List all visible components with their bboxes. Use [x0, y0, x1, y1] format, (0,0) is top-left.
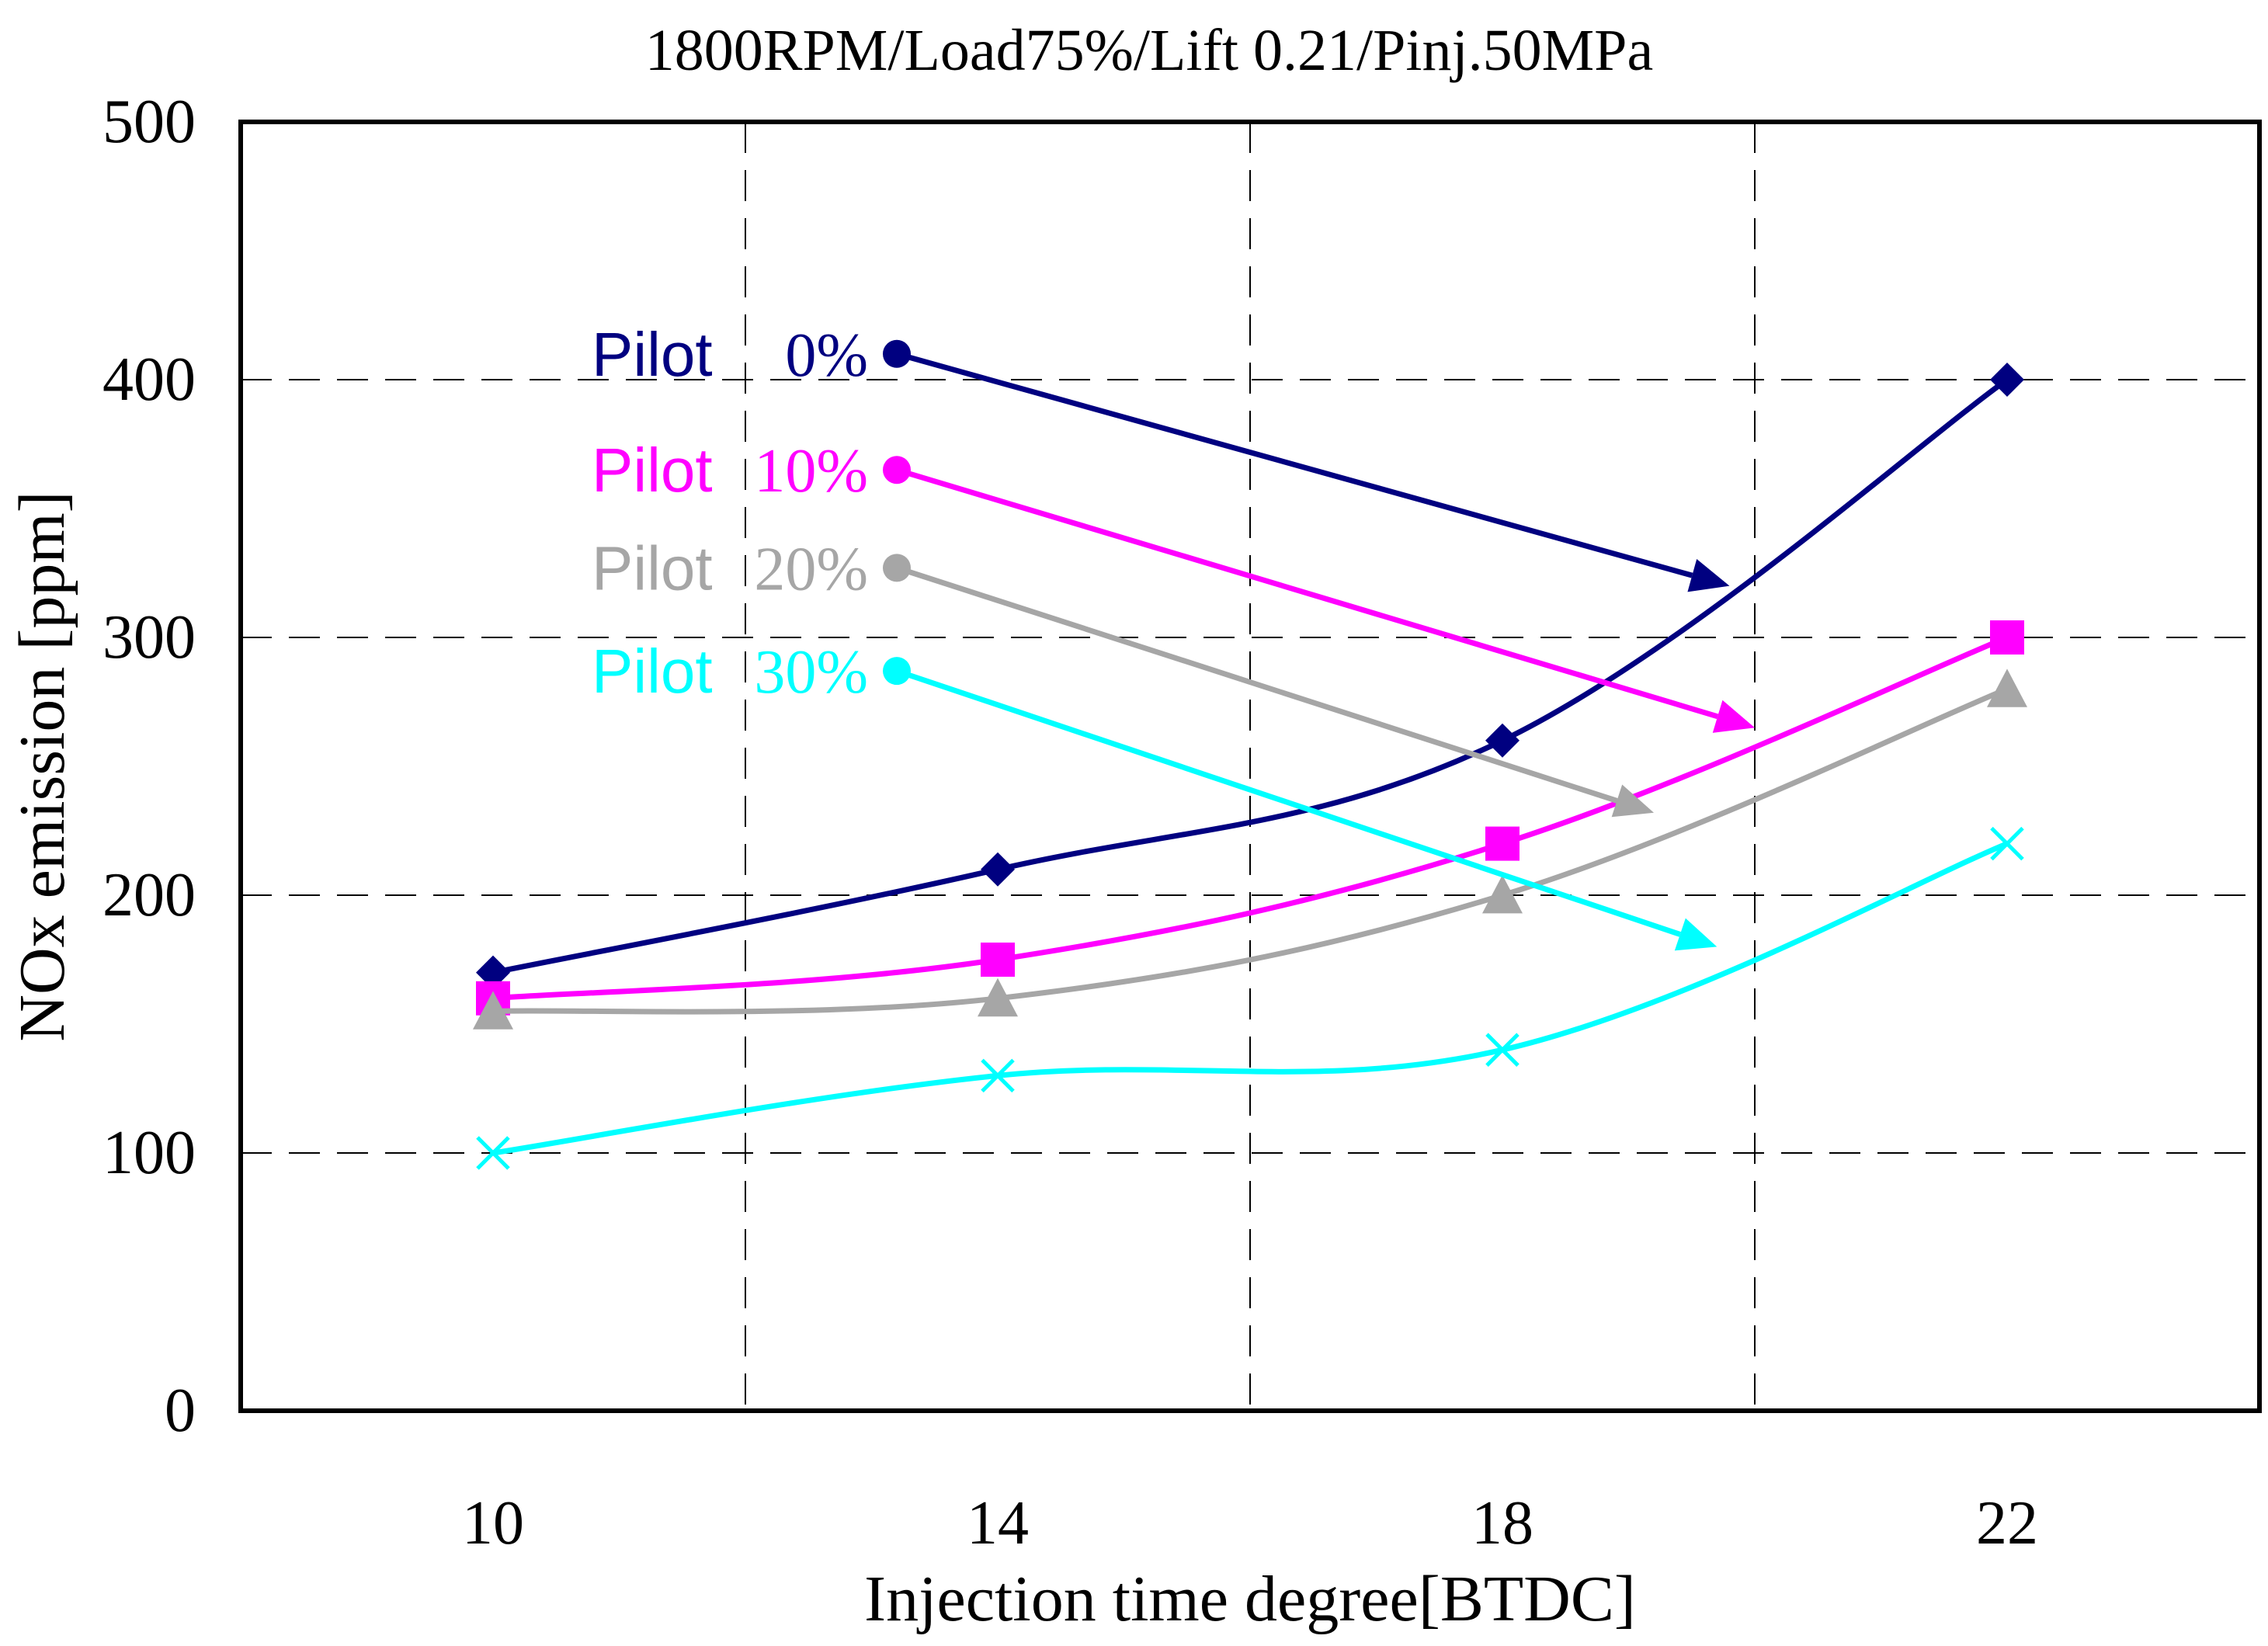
series-label-percent: 20%	[754, 535, 868, 603]
annotation-arrow	[895, 467, 1719, 720]
data-point	[1990, 620, 2024, 655]
data-point	[473, 991, 513, 1030]
x-axis-ticks: 10 14 18 22	[462, 1489, 2038, 1557]
data-point	[981, 943, 1015, 977]
data-point	[978, 978, 1018, 1017]
y-tick-label: 400	[102, 346, 196, 414]
series-line	[492, 841, 2009, 1156]
series-label-percent: 30%	[754, 638, 868, 707]
y-tick-label: 500	[102, 88, 196, 156]
arrow-head	[1674, 918, 1717, 951]
data-point	[1485, 723, 1520, 758]
arrow-start-dot	[883, 657, 911, 686]
data-point	[1990, 363, 2024, 397]
series-label-word: Pilot	[592, 533, 713, 602]
y-axis-ticks: 0 100 200 300 400 500	[102, 88, 196, 1445]
series-label-percent: 10%	[754, 437, 868, 505]
x-tick-label: 14	[967, 1489, 1029, 1557]
annotation-arrow	[895, 668, 1681, 937]
grid-lines	[241, 122, 2259, 1411]
x-tick-label: 22	[1976, 1489, 2038, 1557]
series-line	[492, 634, 2009, 1002]
arrow-start-dot	[883, 554, 911, 582]
annotation-arrow	[895, 565, 1618, 804]
data-point	[476, 955, 510, 990]
data-point	[1990, 826, 2024, 861]
series-labels: Pilot 0% Pilot 10% Pilot 20% Pilot 30%	[592, 320, 868, 707]
x-tick-label: 18	[1471, 1489, 1533, 1557]
annotation-arrows	[883, 339, 1755, 951]
arrow-start-dot	[883, 456, 911, 484]
series-lines	[473, 363, 2027, 1170]
arrow-start-dot	[883, 339, 911, 368]
arrow-head	[1687, 558, 1730, 592]
y-tick-label: 100	[102, 1119, 196, 1187]
y-axis-label: NOx emission [ppm]	[6, 491, 78, 1041]
series-label-percent: 0%	[785, 321, 868, 390]
data-point	[1482, 875, 1523, 914]
y-tick-label: 0	[165, 1377, 196, 1445]
x-tick-label: 10	[462, 1489, 524, 1557]
series-line	[492, 377, 2009, 976]
y-tick-label: 200	[102, 861, 196, 929]
data-point	[981, 1058, 1015, 1093]
series-label-word: Pilot	[592, 637, 713, 706]
data-point	[1987, 668, 2027, 707]
y-tick-label: 300	[102, 603, 196, 672]
series-line	[492, 686, 2009, 1015]
series-label-word: Pilot	[592, 320, 713, 389]
data-point	[1485, 1033, 1520, 1067]
arrow-head	[1712, 700, 1755, 733]
x-axis-label: Injection time degree[BTDC]	[864, 1563, 1636, 1635]
data-point	[981, 852, 1015, 887]
annotation-arrow	[896, 351, 1693, 578]
plot-area-frame	[238, 120, 2262, 1413]
data-point	[476, 1136, 510, 1170]
data-point	[1485, 826, 1520, 861]
arrow-head	[1611, 784, 1654, 818]
series-label-word: Pilot	[592, 436, 713, 505]
chart-title: 1800RPM/Load75%/Lift 0.21/Pinj.50MPa	[645, 18, 1653, 83]
